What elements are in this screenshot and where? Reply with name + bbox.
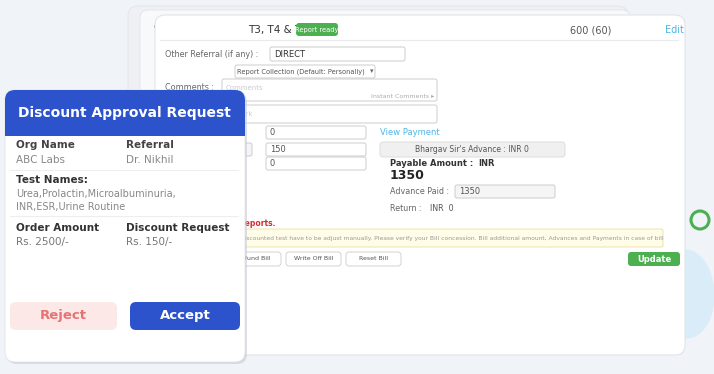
Text: ABC Labs: ABC Labs	[16, 155, 65, 165]
FancyBboxPatch shape	[5, 90, 245, 136]
FancyBboxPatch shape	[346, 252, 401, 266]
Text: Discount Approval Request: Discount Approval Request	[18, 106, 231, 120]
Text: Update: Update	[637, 254, 671, 264]
Text: Report ready: Report ready	[296, 27, 338, 33]
Text: Comments :: Comments :	[165, 83, 214, 92]
Text: Write Off Bill: Write Off Bill	[294, 257, 333, 261]
FancyBboxPatch shape	[296, 23, 338, 36]
FancyBboxPatch shape	[170, 143, 252, 156]
FancyBboxPatch shape	[455, 185, 555, 198]
Text: 1350: 1350	[390, 169, 425, 181]
Text: Test Names:: Test Names:	[16, 175, 88, 185]
Text: 150: 150	[270, 145, 286, 154]
Text: DIRECT: DIRECT	[274, 49, 305, 58]
FancyBboxPatch shape	[5, 90, 245, 362]
Text: Remove Bill-: Remove Bill-	[172, 257, 211, 261]
Text: View Payment: View Payment	[380, 128, 440, 137]
Text: Report Collection (Default: Personally): Report Collection (Default: Personally)	[237, 68, 365, 75]
Text: Other Referral (if any) :: Other Referral (if any) :	[165, 49, 258, 58]
Text: ▾: ▾	[370, 68, 373, 74]
Text: Referral: Referral	[126, 140, 174, 150]
FancyBboxPatch shape	[266, 143, 366, 156]
Text: ional Price (if any):: ional Price (if any):	[170, 128, 246, 137]
Bar	[5, 118, 245, 136]
Text: Org Name: Org Name	[16, 140, 75, 150]
Text: ical / Emergency Reports.: ical / Emergency Reports.	[165, 218, 276, 227]
Text: Return :: Return :	[390, 203, 422, 212]
Text: Refund Bill: Refund Bill	[237, 257, 271, 261]
FancyBboxPatch shape	[628, 252, 680, 266]
FancyBboxPatch shape	[128, 6, 628, 346]
Text: Dr. Nikhil: Dr. Nikhil	[126, 155, 174, 165]
FancyBboxPatch shape	[155, 15, 685, 355]
Text: Bhargav Sir's Advance : INR 0: Bhargav Sir's Advance : INR 0	[415, 145, 529, 154]
Text: Software Pvt. Ltd.: Software Pvt. Ltd.	[167, 24, 229, 30]
Text: Reject: Reject	[39, 310, 86, 322]
FancyBboxPatch shape	[380, 142, 565, 157]
Polygon shape	[657, 249, 714, 355]
FancyBboxPatch shape	[286, 252, 341, 266]
Text: INR,ESR,Urine Routine: INR,ESR,Urine Routine	[16, 202, 125, 212]
Text: Order Amount: Order Amount	[16, 223, 99, 233]
FancyBboxPatch shape	[163, 252, 221, 266]
Text: ncession (in INR) ▾: ncession (in INR) ▾	[172, 146, 233, 153]
Text: Discount Request: Discount Request	[126, 223, 229, 233]
FancyBboxPatch shape	[270, 47, 405, 61]
Text: rk :: rk :	[200, 108, 213, 117]
Text: Rs. 150/-: Rs. 150/-	[126, 237, 172, 247]
FancyBboxPatch shape	[140, 10, 630, 338]
Text: Payable Amount :: Payable Amount :	[390, 159, 473, 168]
Text: 0: 0	[270, 128, 276, 137]
Text: Instant Comments ▸: Instant Comments ▸	[371, 94, 434, 99]
FancyBboxPatch shape	[7, 92, 247, 364]
FancyBboxPatch shape	[130, 302, 240, 330]
Text: INR: INR	[478, 159, 495, 168]
FancyBboxPatch shape	[10, 302, 117, 330]
Text: Accept: Accept	[160, 310, 211, 322]
FancyBboxPatch shape	[266, 157, 366, 170]
FancyBboxPatch shape	[235, 65, 375, 78]
Text: 1350: 1350	[459, 187, 480, 196]
FancyBboxPatch shape	[266, 126, 366, 139]
Text: T3, T4 & TSH: T3, T4 & TSH	[248, 25, 316, 35]
Text: Concession (%) :: Concession (%) :	[170, 159, 237, 168]
FancyBboxPatch shape	[222, 79, 437, 101]
Text: INR  0: INR 0	[430, 203, 453, 212]
Text: Concession on Discount Discounted test have to be adjust manually. Please verify: Concession on Discount Discounted test h…	[166, 236, 663, 240]
Text: 600 (60): 600 (60)	[570, 25, 611, 35]
Text: Comments: Comments	[226, 85, 263, 91]
Text: Rs. 2500/-: Rs. 2500/-	[16, 237, 69, 247]
Text: Reset Bill: Reset Bill	[359, 257, 388, 261]
Text: Edit: Edit	[665, 25, 684, 35]
Text: 0: 0	[270, 159, 276, 168]
Text: Urea,Prolactin,Microalbuminuria,: Urea,Prolactin,Microalbuminuria,	[16, 189, 176, 199]
Text: Advance Paid :: Advance Paid :	[390, 187, 449, 196]
FancyBboxPatch shape	[163, 229, 663, 247]
FancyBboxPatch shape	[222, 105, 437, 123]
Bar	[155, 22, 163, 30]
Text: Remark: Remark	[226, 111, 253, 117]
FancyBboxPatch shape	[226, 252, 281, 266]
